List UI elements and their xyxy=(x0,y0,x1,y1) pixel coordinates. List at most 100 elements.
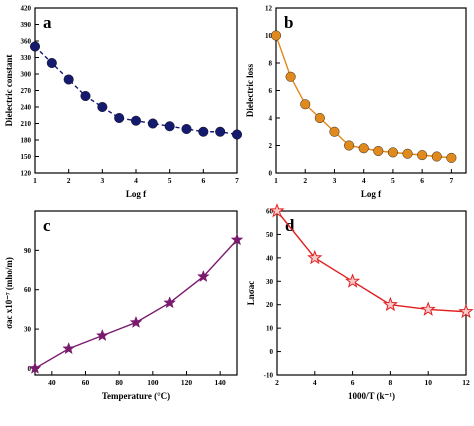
y-tick-label: 0 xyxy=(28,365,32,373)
data-point xyxy=(307,249,323,265)
x-tick-label: 2 xyxy=(67,176,71,185)
data-point xyxy=(382,296,398,312)
x-tick-label: 140 xyxy=(215,378,227,387)
data-point xyxy=(314,112,325,123)
data-point xyxy=(80,90,91,101)
x-axis-label: Log f xyxy=(361,189,382,199)
y-tick-label: 390 xyxy=(21,21,32,29)
x-axis-label: 1000/T (k⁻¹) xyxy=(348,391,395,401)
data-point xyxy=(181,123,192,134)
y-tick-label: 240 xyxy=(21,104,32,112)
y-tick-label: 60 xyxy=(24,286,32,294)
y-tick-label: 270 xyxy=(21,87,32,95)
x-tick-label: 10 xyxy=(424,378,432,387)
y-tick-label: 60 xyxy=(266,208,274,216)
plot-frame xyxy=(34,7,238,174)
panel-c: 40 60 80 100 120 140 0 30 60 90 Temperature (°C) σa… xyxy=(4,210,244,401)
data-point xyxy=(147,118,158,129)
y-tick-label: 120 xyxy=(21,170,32,178)
plot-frame xyxy=(276,210,467,376)
y-tick-label: 360 xyxy=(21,38,32,46)
x-tick-label: 80 xyxy=(115,378,123,387)
x-tick-label: 4 xyxy=(313,378,317,387)
x-axis-label: Temperature (°C) xyxy=(102,391,170,401)
data-point xyxy=(95,328,109,342)
data-point xyxy=(198,126,209,137)
x-tick-label: 3 xyxy=(333,176,337,185)
series-line xyxy=(276,210,467,313)
x-tick-label: 2 xyxy=(303,176,307,185)
data-point xyxy=(358,143,369,154)
y-tick-label: 50 xyxy=(266,231,274,239)
y-tick-label: 30 xyxy=(266,278,274,286)
data-point xyxy=(417,150,428,161)
data-point xyxy=(130,115,141,126)
x-tick-label: 100 xyxy=(147,378,159,387)
data-point xyxy=(62,342,76,355)
data-point xyxy=(300,99,311,110)
data-point xyxy=(271,30,282,41)
y-tick-label: 330 xyxy=(21,54,32,62)
y-tick-label: 10 xyxy=(265,32,273,40)
y-tick-label: 300 xyxy=(21,71,32,79)
panel-letter: d xyxy=(285,216,295,235)
data-point xyxy=(231,129,242,140)
x-tick-label: 60 xyxy=(82,378,90,387)
x-tick-label: 4 xyxy=(134,176,138,185)
x-tick-label: 4 xyxy=(362,176,366,185)
x-tick-label: 12 xyxy=(462,378,470,387)
plot-frame xyxy=(34,210,238,376)
y-tick-label: 420 xyxy=(21,5,32,13)
y-tick-label: 6 xyxy=(269,87,273,95)
data-point xyxy=(230,233,244,246)
y-tick-label: 10 xyxy=(266,325,274,333)
y-tick-label: 20 xyxy=(266,301,274,309)
data-point xyxy=(46,58,57,69)
y-tick-label: -10 xyxy=(264,372,274,380)
series-line xyxy=(275,35,452,159)
data-point xyxy=(269,203,285,218)
data-point xyxy=(345,273,361,288)
x-tick-label: 6 xyxy=(351,378,355,387)
data-point xyxy=(285,71,296,82)
data-point xyxy=(164,121,175,132)
data-point xyxy=(196,269,210,283)
y-tick-label: 2 xyxy=(269,142,273,150)
y-tick-label: 0 xyxy=(269,170,273,178)
y-tick-label: 30 xyxy=(24,326,32,334)
y-axis-label: Lnσac xyxy=(246,281,256,305)
panel-letter: a xyxy=(43,13,52,32)
x-tick-label: 1 xyxy=(33,176,37,185)
data-point xyxy=(30,41,41,52)
data-point xyxy=(215,126,226,137)
y-axis-label: Dielectric loss xyxy=(245,63,255,117)
y-tick-label: 40 xyxy=(266,254,274,262)
y-tick-label: 210 xyxy=(21,120,32,128)
panel-a: 1 2 3 4 5 6 7 120 150 180 210 240 270 300 330 360 390 420… xyxy=(4,5,242,199)
data-point xyxy=(63,74,74,85)
y-tick-label: 0 xyxy=(270,348,274,356)
x-tick-label: 5 xyxy=(391,176,395,185)
panel-letter: c xyxy=(43,216,51,235)
panel-letter: b xyxy=(284,13,293,32)
data-point xyxy=(129,315,143,328)
plot-frame xyxy=(275,7,467,174)
data-point xyxy=(387,147,398,158)
x-tick-label: 7 xyxy=(235,176,239,185)
y-axis-label: σac x10⁻⁷ (mho/m) xyxy=(4,257,14,329)
y-tick-label: 8 xyxy=(269,60,273,68)
x-tick-label: 40 xyxy=(48,378,56,387)
series-line xyxy=(34,239,238,370)
data-point xyxy=(344,140,355,151)
x-tick-label: 2 xyxy=(275,378,279,387)
data-point xyxy=(446,152,457,163)
y-tick-label: 180 xyxy=(21,137,32,145)
x-tick-label: 5 xyxy=(168,176,172,185)
data-point xyxy=(97,101,108,112)
x-tick-label: 6 xyxy=(201,176,205,185)
data-point xyxy=(431,151,442,162)
x-tick-label: 120 xyxy=(181,378,193,387)
x-axis-label: Log f xyxy=(126,189,147,199)
y-tick-label: 150 xyxy=(21,153,32,161)
x-tick-label: 8 xyxy=(389,378,393,387)
